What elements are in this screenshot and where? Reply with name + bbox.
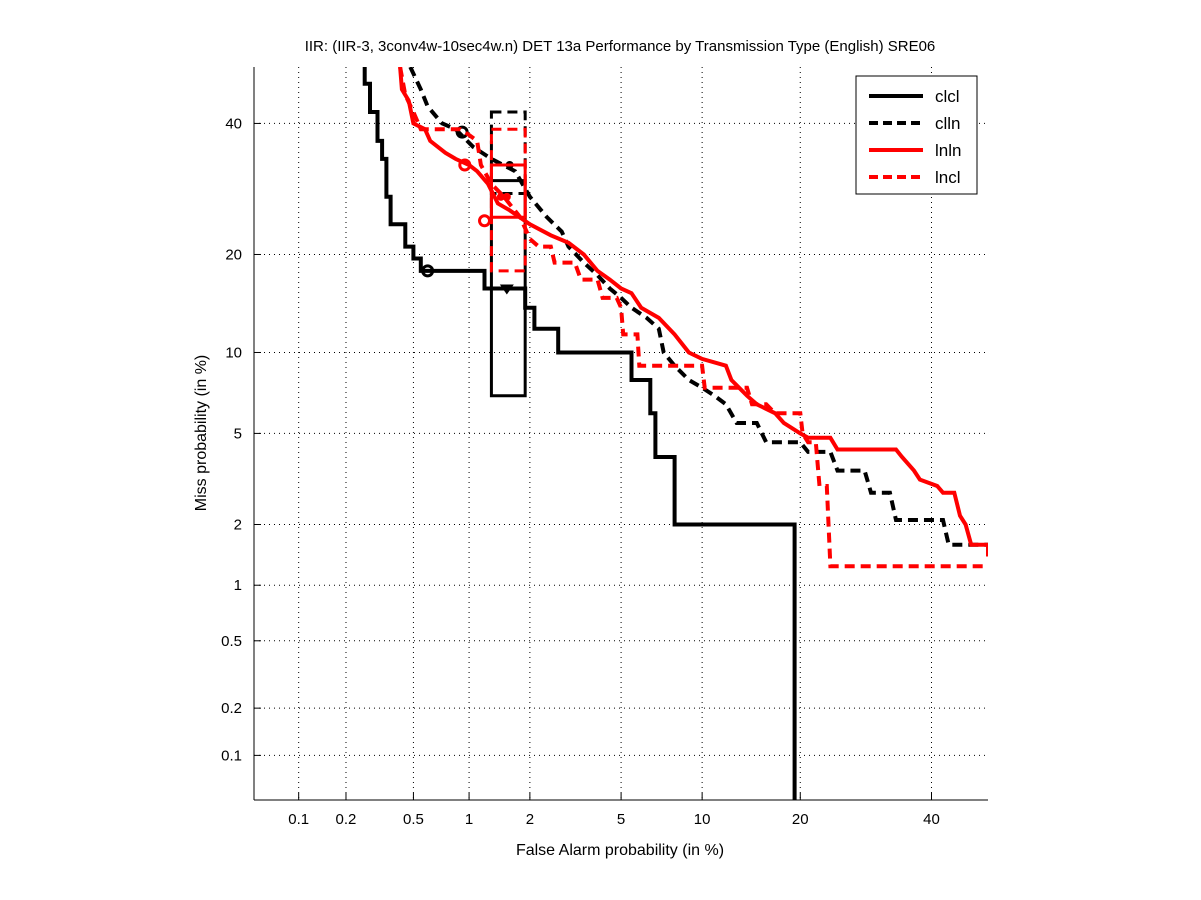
series-lncl-line bbox=[398, 67, 988, 569]
legend-lncl-label: lncl bbox=[935, 168, 961, 187]
y-tick-labels: 0.1 0.2 0.5 1 2 5 10 20 40 bbox=[221, 115, 242, 764]
series-clln-line bbox=[408, 67, 988, 547]
x-tick-label: 0.1 bbox=[288, 811, 309, 828]
x-tick-label: 10 bbox=[694, 811, 711, 828]
y-tick-label: 40 bbox=[225, 115, 242, 132]
x-tick-labels: 0.1 0.2 0.5 1 2 5 10 20 40 bbox=[288, 811, 940, 828]
y-axis-label: Miss probability (in %) bbox=[193, 355, 210, 511]
series-lnln-operating-point bbox=[458, 158, 472, 172]
y-tick-label: 20 bbox=[225, 246, 242, 263]
y-tick-label: 5 bbox=[234, 425, 242, 442]
series-clcl-confidence-box bbox=[489, 179, 527, 398]
x-tick-label: 20 bbox=[792, 811, 809, 828]
series-lncl-min-dcf-point bbox=[502, 192, 511, 201]
y-tick-label: 0.2 bbox=[221, 700, 242, 717]
x-tick-label: 0.5 bbox=[403, 811, 424, 828]
y-tick-label: 2 bbox=[234, 516, 242, 533]
y-tick-label: 0.1 bbox=[221, 747, 242, 764]
x-tick-label: 2 bbox=[526, 811, 534, 828]
curves bbox=[362, 67, 988, 800]
y-tick-label: 10 bbox=[225, 344, 242, 361]
series-lnln-min-dcf-point bbox=[496, 192, 505, 201]
grid bbox=[254, 67, 988, 800]
chart-title: IIR: (IIR-3, 3conv4w-10sec4w.n) DET 13a … bbox=[305, 38, 936, 55]
series-lnln-line bbox=[398, 67, 988, 557]
x-axis-label: False Alarm probability (in %) bbox=[516, 842, 724, 859]
y-tick-label: 1 bbox=[234, 577, 242, 594]
series-clcl-line bbox=[362, 67, 797, 800]
series-lncl-confidence-box bbox=[489, 127, 527, 273]
y-tick-label: 0.5 bbox=[221, 633, 242, 650]
x-tick-label: 5 bbox=[617, 811, 625, 828]
legend-clcl-label: clcl bbox=[935, 87, 960, 106]
axes bbox=[253, 67, 988, 801]
x-tick-label: 1 bbox=[465, 811, 473, 828]
legend-clln-label: clln bbox=[935, 114, 961, 133]
series-clcl-operating-point bbox=[421, 264, 435, 278]
x-tick-label: 0.2 bbox=[336, 811, 357, 828]
legend-lnln-label: lnln bbox=[935, 141, 961, 160]
series-clcl-min-dcf-point bbox=[499, 284, 514, 295]
series-lncl-operating-point bbox=[478, 214, 492, 228]
legend: clcl clln lnln lncl bbox=[855, 75, 978, 195]
x-tick-label: 40 bbox=[923, 811, 940, 828]
